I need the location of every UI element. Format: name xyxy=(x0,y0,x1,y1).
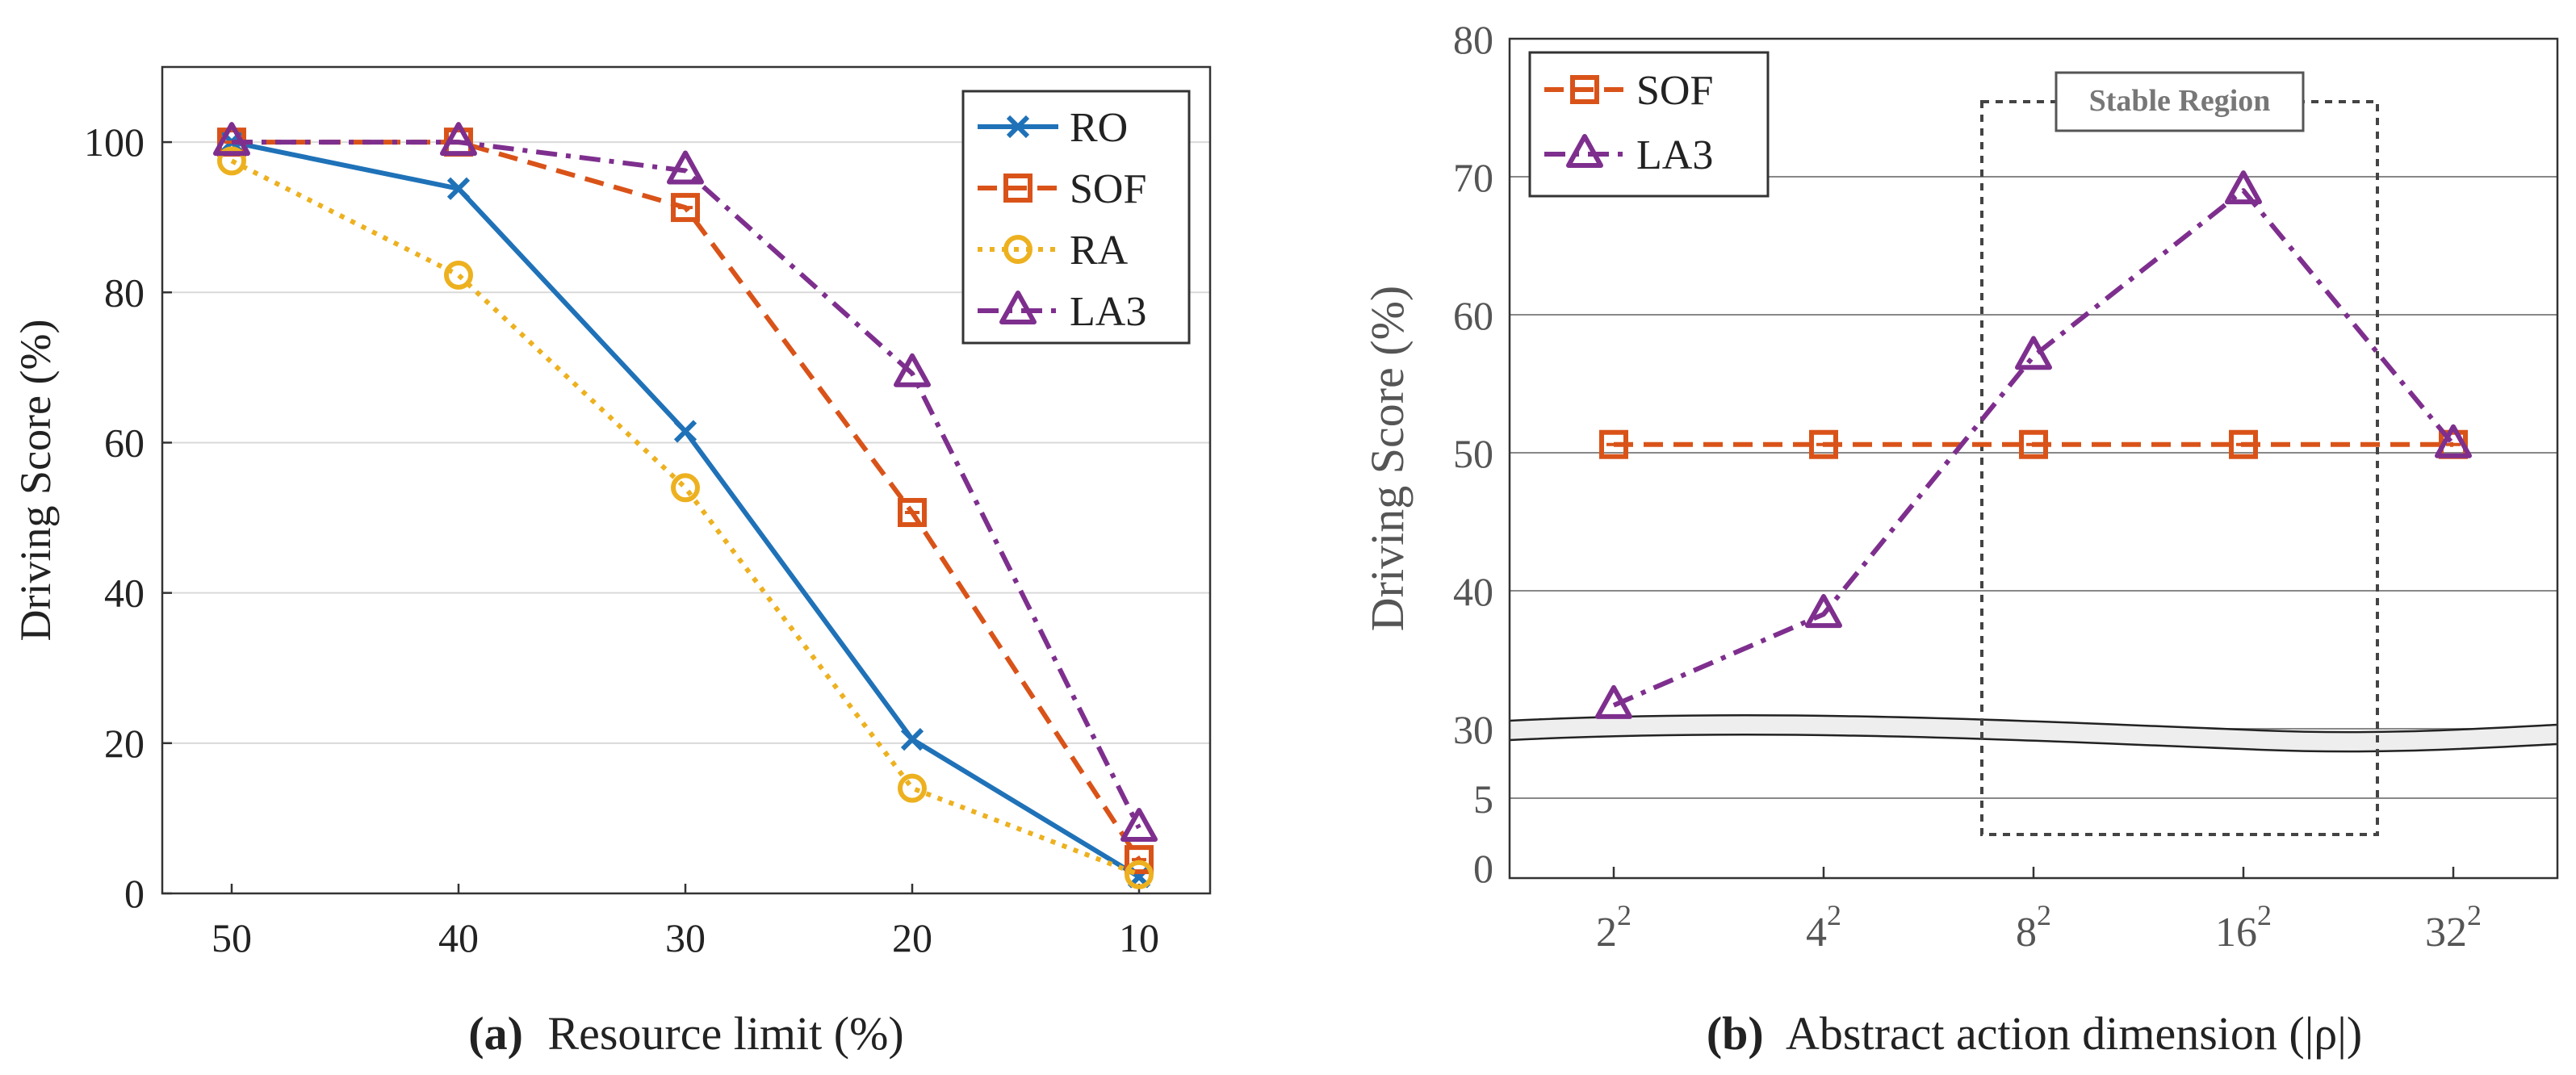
data-point-ro xyxy=(446,177,471,200)
x-tick-label: 82 xyxy=(2016,899,2051,956)
panel-a-caption-text: Resource limit (%) xyxy=(547,1007,903,1060)
x-tick-label: 50 xyxy=(212,915,252,960)
x-tick-label: 40 xyxy=(438,915,479,960)
legend-label-ra: RA xyxy=(1070,228,1129,274)
panel-a-legend: RO SOF RA LA3 xyxy=(961,90,1191,345)
data-point-la3 xyxy=(213,122,250,157)
legend-label-sof: SOF xyxy=(1636,68,1713,114)
legend-box xyxy=(961,90,1191,345)
legend-box xyxy=(1528,51,1770,198)
data-point-ra xyxy=(898,773,927,803)
y-tick-label: 70 xyxy=(1453,155,1493,200)
panel-b-series xyxy=(1595,170,2472,719)
panel-b-grid xyxy=(1510,176,2557,799)
panel-b-legend: SOF LA3 xyxy=(1528,51,1770,198)
y-tick-label: 0 xyxy=(1473,846,1493,891)
panel-b-y-axis-label: Driving Score (%) xyxy=(1361,286,1414,631)
y-tick-label: 30 xyxy=(1453,707,1493,752)
legend-label-ro: RO xyxy=(1070,105,1128,151)
data-point-sof xyxy=(1599,429,1628,459)
data-point-la3 xyxy=(667,150,704,185)
stable-region-label: Stable Region xyxy=(2089,84,2271,118)
data-point-sof xyxy=(1809,429,1838,459)
data-point-ra xyxy=(444,260,473,290)
x-tick-label: 10 xyxy=(1119,915,1159,960)
series-line-la3 xyxy=(1612,188,2456,708)
x-tick-label: 22 xyxy=(1596,899,1631,956)
legend-marker-sof xyxy=(1570,75,1599,104)
legend-marker-la3 xyxy=(999,291,1037,324)
panel-b-caption-text: Abstract action dimension (|ρ|) xyxy=(1786,1007,2362,1060)
svg-text:(a) Resource limit (%): (a) Resource limit (%) xyxy=(468,1007,903,1060)
x-tick-label: 30 xyxy=(665,915,706,960)
x-tick-label: 322 xyxy=(2425,899,2482,956)
data-point-sof xyxy=(2019,429,2048,459)
legend-label-sof: SOF xyxy=(1070,166,1146,212)
data-point-la3 xyxy=(1595,684,1632,719)
data-point-la3 xyxy=(1805,594,1842,629)
series-line-la3 xyxy=(232,140,1141,830)
legend-marker-sof xyxy=(1003,174,1032,203)
legend-label-la3: LA3 xyxy=(1070,289,1146,335)
x-tick-label: 42 xyxy=(1806,899,1841,956)
data-point-ra xyxy=(671,473,700,503)
panel-b-letter: (b) xyxy=(1707,1007,1764,1060)
data-point-sof xyxy=(1125,845,1154,875)
legend-marker-ra xyxy=(1003,235,1032,264)
panel-b-axis-break xyxy=(1510,714,2557,753)
panel-a-ticks: 0 20 40 60 80 100 50 40 30 20 10 xyxy=(84,119,1159,960)
legend-label-la3: LA3 xyxy=(1636,132,1713,178)
y-tick-label: 40 xyxy=(104,571,145,616)
legend-marker-ro xyxy=(1006,115,1030,139)
data-point-la3 xyxy=(2435,424,2472,458)
stable-region-label-box xyxy=(2055,71,2305,132)
y-tick-label: 80 xyxy=(104,270,145,315)
data-point-ro xyxy=(900,728,924,751)
panel-a-y-axis-label: Driving Score (%) xyxy=(11,320,60,642)
data-point-sof xyxy=(671,193,700,223)
panel-a-series xyxy=(213,122,1158,889)
y-tick-label: 40 xyxy=(1453,569,1493,614)
panel-a: 0 20 40 60 80 100 50 40 30 20 10 Driving Score (%)… xyxy=(11,65,1212,1060)
legend-marker-la3 xyxy=(1566,134,1603,168)
panel-b: Stable Region 0 5 30 40 50 60 70 80 22 42 82 162 322… xyxy=(1361,17,2559,1060)
y-tick-label: 60 xyxy=(1453,293,1493,338)
x-tick-label: 20 xyxy=(892,915,932,960)
y-tick-label: 5 xyxy=(1473,776,1493,822)
y-tick-label: 60 xyxy=(104,420,145,465)
y-tick-label: 50 xyxy=(1453,431,1493,476)
stable-region: Stable Region xyxy=(1980,71,2379,836)
data-point-la3 xyxy=(2015,336,2052,370)
data-point-ro xyxy=(673,420,697,443)
y-tick-label: 100 xyxy=(84,119,145,165)
data-point-sof xyxy=(2229,429,2258,459)
panel-a-letter: (a) xyxy=(468,1007,523,1060)
y-tick-label: 0 xyxy=(124,871,145,916)
y-tick-label: 20 xyxy=(104,721,145,766)
panel-b-caption: (b) Abstract action dimension (|ρ|) xyxy=(1707,1007,2362,1060)
x-tick-label: 162 xyxy=(2215,899,2272,956)
data-point-ra xyxy=(1125,860,1154,889)
data-point-ra xyxy=(217,146,246,176)
data-point-la3 xyxy=(440,122,477,157)
data-point-sof xyxy=(898,498,927,528)
panel-a-caption: (a) Resource limit (%) xyxy=(468,1007,903,1060)
data-point-la3 xyxy=(894,353,931,387)
data-point-la3 xyxy=(2225,170,2262,205)
data-point-la3 xyxy=(1120,808,1158,843)
y-tick-label: 80 xyxy=(1453,17,1493,62)
panel-b-ticks: 0 5 30 40 50 60 70 80 22 42 82 162 322 xyxy=(1453,17,2482,956)
svg-text:(b) Abstract action di: (b) Abstract action dimension (|ρ|) xyxy=(1707,1007,2362,1060)
